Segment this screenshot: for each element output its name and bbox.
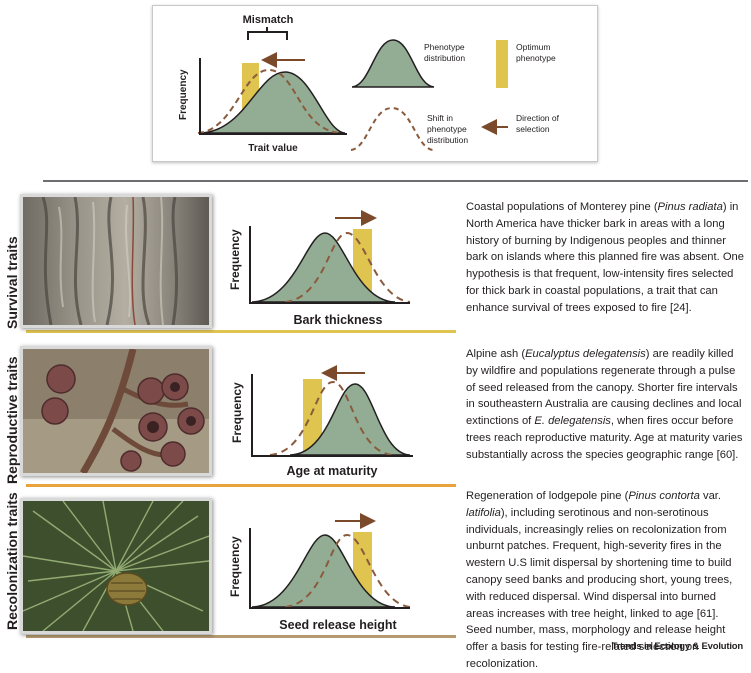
legend-diagram: Mismatch Frequency Trait value Phenotype… <box>178 14 560 154</box>
shift-label: Shift in phenotype distribution <box>427 113 468 145</box>
y-axis-label: Frequency <box>228 536 242 597</box>
description-run: Pinus radiata <box>657 201 723 213</box>
shift-key <box>350 106 434 151</box>
description-run: Coastal populations of Monterey pine ( <box>466 201 658 213</box>
shift-curve <box>269 380 394 456</box>
phenotype-distribution-curve <box>251 534 396 608</box>
tree-bark-photo <box>20 194 212 328</box>
legend-axes <box>199 58 347 135</box>
tree-bark-image <box>23 197 209 325</box>
optimum-bar <box>303 379 322 455</box>
pine-cone-image <box>23 501 209 631</box>
description-run: ) are readily killed by wildfire and pop… <box>466 348 742 428</box>
shift-curve <box>284 533 411 608</box>
shift-curve <box>197 68 343 134</box>
chart-axes <box>249 226 410 304</box>
recolonization-chart: Frequency Seed release height <box>228 513 411 632</box>
mismatch-bracket <box>247 27 288 40</box>
y-axis-label: Frequency <box>230 382 244 443</box>
phenotype-distribution-key <box>351 39 435 88</box>
recolonization-description: Regeneration of lodgepole pine (Pinus co… <box>466 488 746 673</box>
description-run: Alpine ash ( <box>466 348 526 360</box>
chart-axes <box>251 374 413 457</box>
optimum-phenotype-label: Optimum phenotype <box>516 42 556 63</box>
reproductive-description: Alpine ash (Eucalyptus delegatensis) are… <box>466 346 746 464</box>
eucalyptus-capsules-photo <box>20 346 212 476</box>
phenotype-distribution-label: Phenotype distribution <box>424 42 465 63</box>
description-run: , when fires occur before trees reach re… <box>466 415 743 461</box>
direction-label: Direction of selection <box>516 113 560 134</box>
description-run: Eucalyptus delegatensis <box>525 348 646 360</box>
recolonization-underline <box>26 635 456 638</box>
x-axis-label: Bark thickness <box>294 313 383 327</box>
journal-footer: Trends in Ecology & Evolution <box>611 641 744 652</box>
side-label-recolonization: Recolonization traits <box>4 492 20 630</box>
description-run: ), including serotinous and non-serotino… <box>466 506 733 670</box>
y-axis-label: Frequency <box>228 229 242 290</box>
phenotype-distribution-curve <box>199 71 346 134</box>
description-run: ) in North America have thicker bark in … <box>466 201 744 314</box>
reproductive-chart: Frequency Age at maturity <box>230 365 413 478</box>
side-label-survival: Survival traits <box>4 236 20 329</box>
survival-chart: Frequency Bark thickness <box>228 210 411 327</box>
chart-axes <box>249 528 410 609</box>
description-run: var. <box>699 490 722 502</box>
legend-y-axis-label: Frequency <box>178 69 189 120</box>
shift-curve <box>284 231 411 303</box>
x-axis-label: Seed release height <box>279 618 397 632</box>
survival-description: Coastal populations of Monterey pine (Pi… <box>466 199 746 317</box>
legend-x-axis-label: Trait value <box>248 143 298 154</box>
optimum-phenotype-key <box>496 40 508 88</box>
phenotype-distribution-curve <box>289 383 411 456</box>
eucalyptus-image <box>23 349 209 473</box>
pine-cone-photo <box>20 498 212 634</box>
description-run: E. delegatensis <box>534 415 611 428</box>
mismatch-label: Mismatch <box>243 14 294 26</box>
description-run: Regeneration of lodgepole pine ( <box>466 490 629 502</box>
side-label-reproductive: Reproductive traits <box>4 356 20 484</box>
x-axis-label: Age at maturity <box>287 464 378 478</box>
divider-line <box>43 180 748 182</box>
description-run: Pinus contorta <box>628 490 700 502</box>
survival-underline <box>26 330 456 333</box>
reproductive-underline <box>26 484 456 487</box>
description-run: latifolia <box>466 506 501 519</box>
